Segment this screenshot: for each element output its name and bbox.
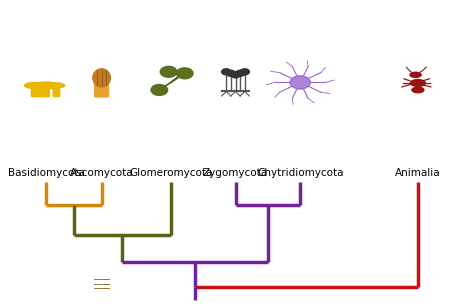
Text: Ascomycota: Ascomycota (70, 168, 133, 178)
Ellipse shape (48, 83, 64, 88)
Text: Basidiomycota: Basidiomycota (8, 168, 85, 178)
Circle shape (236, 70, 245, 76)
Ellipse shape (93, 69, 110, 87)
Ellipse shape (410, 80, 425, 86)
Circle shape (176, 68, 193, 79)
Text: Chytridiomycota: Chytridiomycota (257, 168, 343, 178)
Ellipse shape (33, 83, 50, 88)
Circle shape (231, 72, 240, 78)
Circle shape (290, 76, 310, 89)
Text: Zygomycota: Zygomycota (203, 168, 268, 178)
FancyBboxPatch shape (43, 83, 49, 97)
Text: Glomeromycota: Glomeromycota (129, 168, 212, 178)
Ellipse shape (25, 82, 45, 88)
Circle shape (226, 70, 236, 76)
FancyBboxPatch shape (95, 85, 109, 97)
Circle shape (151, 85, 168, 95)
Text: Animalia: Animalia (395, 168, 441, 178)
Ellipse shape (412, 87, 424, 93)
FancyBboxPatch shape (53, 83, 60, 97)
Ellipse shape (410, 72, 421, 78)
Circle shape (222, 69, 231, 75)
FancyBboxPatch shape (38, 83, 45, 97)
Ellipse shape (35, 82, 58, 89)
FancyBboxPatch shape (31, 83, 38, 97)
Circle shape (160, 66, 177, 77)
Circle shape (240, 69, 249, 75)
